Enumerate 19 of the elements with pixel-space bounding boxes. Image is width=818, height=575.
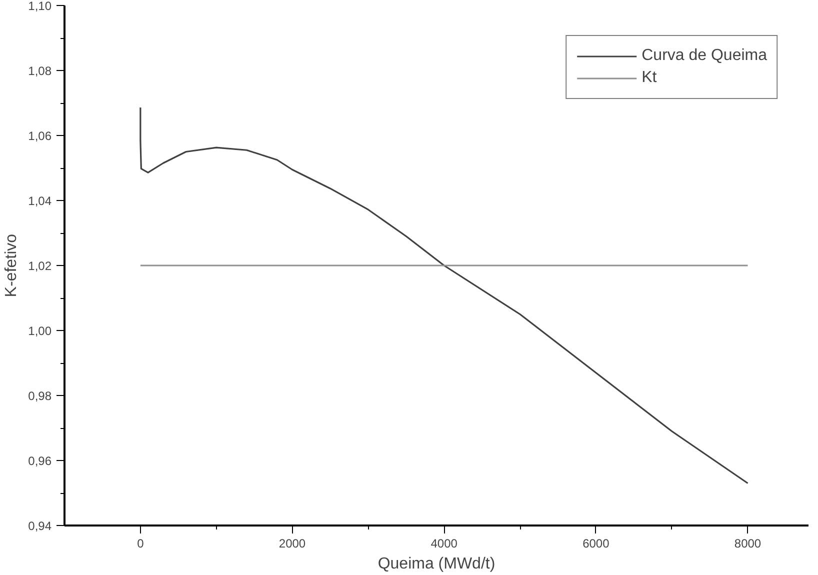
y-tick-label: 1,02 <box>28 259 52 273</box>
x-tick-label: 0 <box>137 536 144 550</box>
y-tick-label: 0,98 <box>28 389 52 403</box>
x-tick-label: 6000 <box>582 536 610 550</box>
legend-label: Kt <box>642 69 658 87</box>
y-axis-title: K-efetivo <box>3 234 20 298</box>
y-tick-label: 1,08 <box>28 64 52 78</box>
y-tick-label: 0,96 <box>28 454 52 468</box>
y-tick-label: 0,94 <box>28 519 52 533</box>
y-tick-label: 1,04 <box>28 194 52 208</box>
y-tick-label: 1,10 <box>28 0 52 13</box>
x-tick-label: 8000 <box>734 536 762 550</box>
x-axis-title: Queima (MWd/t) <box>378 556 496 572</box>
y-tick-label: 1,00 <box>28 324 52 338</box>
legend-label: Curva de Queima <box>642 47 767 65</box>
x-tick-label: 4000 <box>430 536 458 550</box>
x-tick-label: 2000 <box>278 536 306 550</box>
line-series <box>140 106 749 484</box>
y-tick-label: 1,06 <box>28 129 52 143</box>
